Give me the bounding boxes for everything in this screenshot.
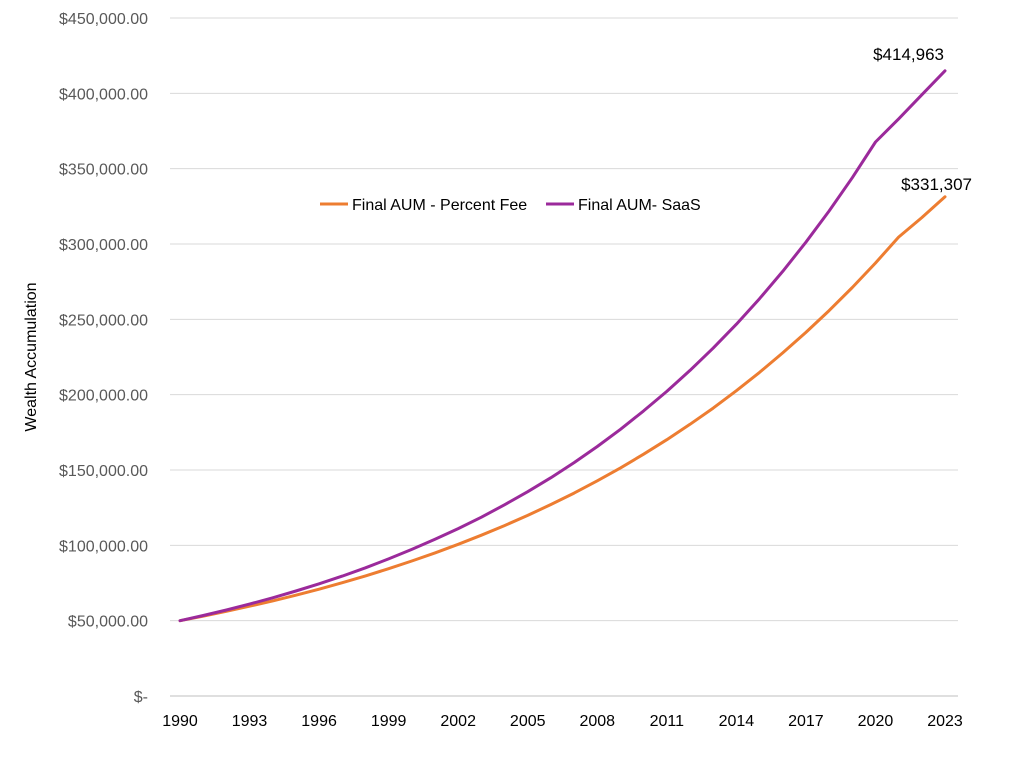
y-tick-label: $300,000.00 [59,237,148,254]
x-tick-label: 2005 [510,713,546,730]
y-tick-label: $200,000.00 [59,388,148,405]
y-tick-label: $400,000.00 [59,86,148,103]
y-tick-label: $50,000.00 [68,614,148,631]
x-tick-label: 1999 [371,713,407,730]
y-tick-label: $350,000.00 [59,162,148,179]
x-tick-label: 1993 [232,713,268,730]
y-tick-label: $450,000.00 [59,11,148,28]
x-tick-label: 2002 [440,713,476,730]
gridlines [170,17,958,697]
y-tick-label: $- [134,689,148,706]
x-tick-label: 2017 [788,713,824,730]
series-line-0 [178,195,947,623]
series-lines [178,69,947,623]
end-data-label-0: $331,307 [901,175,972,194]
series-line-1 [178,69,947,623]
data-labels: $331,307 $414,963 [873,45,972,194]
x-tick-label: 1990 [162,713,198,730]
legend-label-1: Final AUM- SaaS [578,197,701,214]
x-tick-label: 1996 [301,713,337,730]
x-tick-label: 2008 [579,713,615,730]
x-tick-label: 2023 [927,713,963,730]
legend-label-0: Final AUM - Percent Fee [352,197,527,214]
legend: Final AUM - Percent Fee Final AUM- SaaS [320,197,701,214]
y-tick-label: $150,000.00 [59,463,148,480]
x-axis-ticks: 1990 1993 1996 1999 2002 2005 2008 2011 2014 2017… [162,713,963,730]
y-axis-ticks: $- $50,000.00 $100,000.00 $150,000.00 $200,0… [59,11,148,706]
y-tick-label: $250,000.00 [59,312,148,329]
y-tick-label: $100,000.00 [59,538,148,555]
x-tick-label: 2020 [858,713,894,730]
y-axis-title: Wealth Accumulation [23,282,40,431]
x-tick-label: 2011 [650,713,685,730]
x-tick-label: 2014 [719,713,755,730]
end-data-label-1: $414,963 [873,45,944,64]
